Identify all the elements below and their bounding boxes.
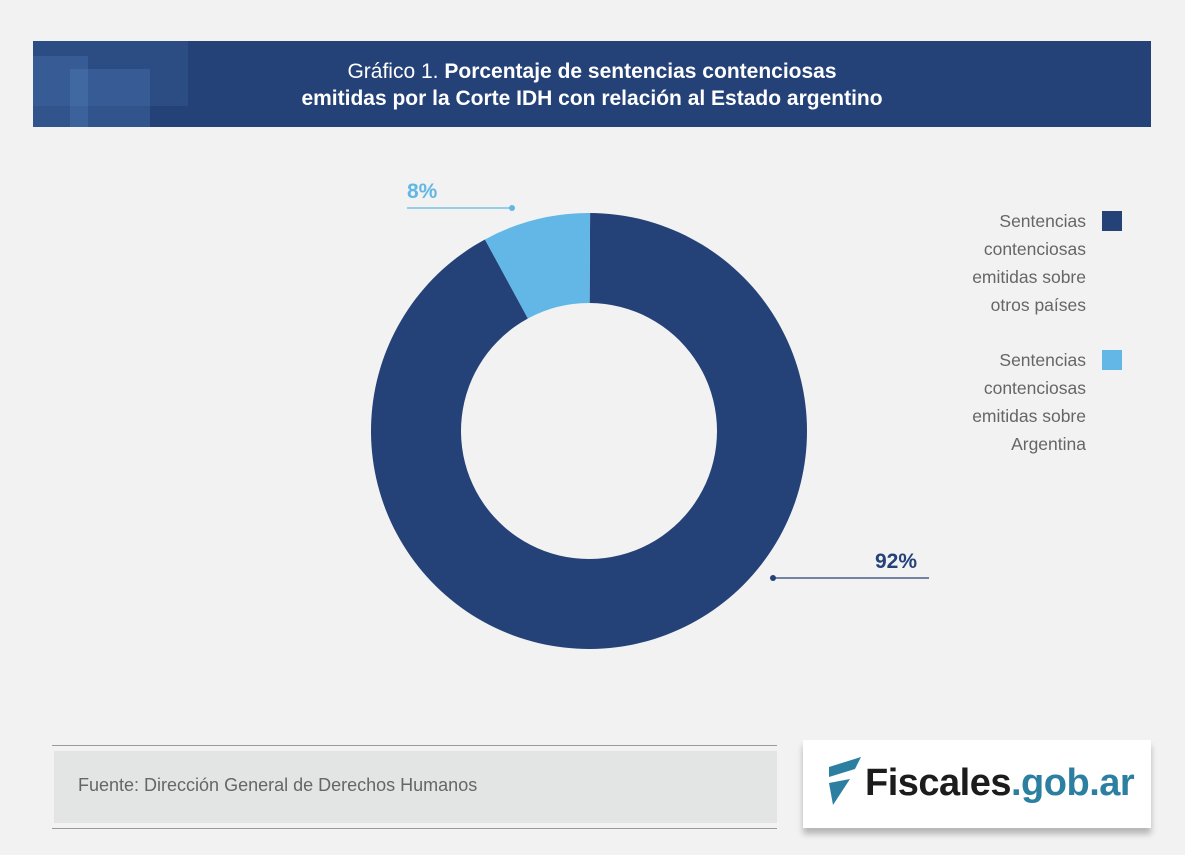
legend-swatch-otros [1102,211,1122,231]
leader-dot-argentina [509,205,515,211]
legend: Sentencias contenciosas emitidas sobre o… [900,207,1122,485]
data-label-argentina: 8% [407,180,438,203]
title-banner: Gráfico 1. Porcentaje de sentencias cont… [33,41,1151,127]
source-text: Fuente: Dirección General de Derechos Hu… [54,751,777,823]
logo-flag-icon [829,757,861,805]
leader-dot-otros [770,575,776,581]
fiscales-logo: Fiscales.gob.ar [803,740,1151,828]
legend-swatch-argentina [1102,350,1122,370]
chart-title: Gráfico 1. Porcentaje de sentencias cont… [301,60,883,110]
legend-item-otros: Sentencias contenciosas emitidas sobre o… [900,207,1122,319]
donut-slice-1 [484,213,591,319]
data-label-otros: 92% [875,550,918,573]
source-box: Fuente: Dirección General de Derechos Hu… [52,745,777,829]
donut-slice-0 [370,213,807,649]
legend-item-argentina: Sentencias contenciosas emitidas sobre A… [900,346,1122,458]
